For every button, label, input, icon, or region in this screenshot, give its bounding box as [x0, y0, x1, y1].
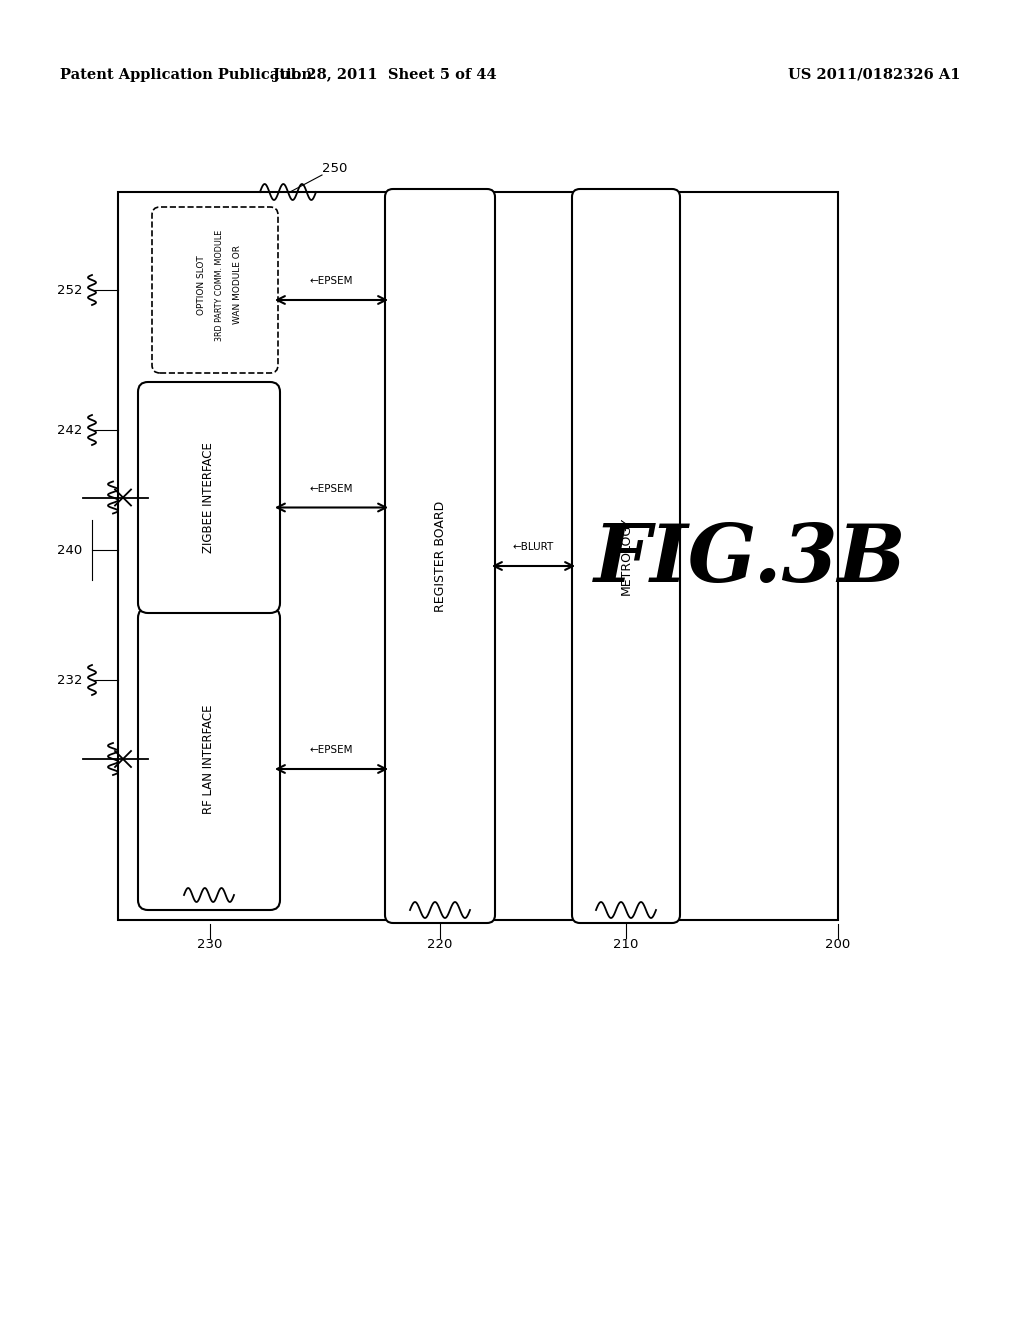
- Text: 252: 252: [56, 284, 82, 297]
- FancyBboxPatch shape: [385, 189, 495, 923]
- Text: ZIGBEE INTERFACE: ZIGBEE INTERFACE: [203, 442, 215, 553]
- Text: 250: 250: [322, 162, 347, 176]
- Text: REGISTER BOARD: REGISTER BOARD: [433, 500, 446, 611]
- Text: 200: 200: [825, 939, 851, 950]
- Text: FIG.3B: FIG.3B: [594, 521, 906, 599]
- FancyBboxPatch shape: [152, 207, 278, 374]
- Text: 242: 242: [56, 424, 82, 437]
- Text: 210: 210: [613, 939, 639, 950]
- Text: ←EPSEM: ←EPSEM: [309, 483, 353, 494]
- Text: METROLOGY: METROLOGY: [620, 517, 633, 595]
- Text: US 2011/0182326 A1: US 2011/0182326 A1: [787, 69, 961, 82]
- FancyBboxPatch shape: [572, 189, 680, 923]
- Text: OPTION SLOT: OPTION SLOT: [197, 255, 206, 315]
- Text: 3RD PARTY COMM. MODULE: 3RD PARTY COMM. MODULE: [214, 230, 223, 341]
- Text: ←EPSEM: ←EPSEM: [309, 744, 353, 755]
- Text: RF LAN INTERFACE: RF LAN INTERFACE: [203, 705, 215, 813]
- Text: ←BLURT: ←BLURT: [513, 543, 554, 552]
- Bar: [118, 191, 838, 920]
- Text: 230: 230: [198, 939, 222, 950]
- FancyBboxPatch shape: [138, 609, 280, 909]
- Text: 232: 232: [56, 673, 82, 686]
- Text: 240: 240: [56, 544, 82, 557]
- Text: Jul. 28, 2011  Sheet 5 of 44: Jul. 28, 2011 Sheet 5 of 44: [273, 69, 497, 82]
- Text: Patent Application Publication: Patent Application Publication: [60, 69, 312, 82]
- FancyBboxPatch shape: [138, 381, 280, 612]
- Text: ←EPSEM: ←EPSEM: [309, 276, 353, 286]
- Text: WAN MODULE OR: WAN MODULE OR: [232, 246, 242, 325]
- Text: 220: 220: [427, 939, 453, 950]
